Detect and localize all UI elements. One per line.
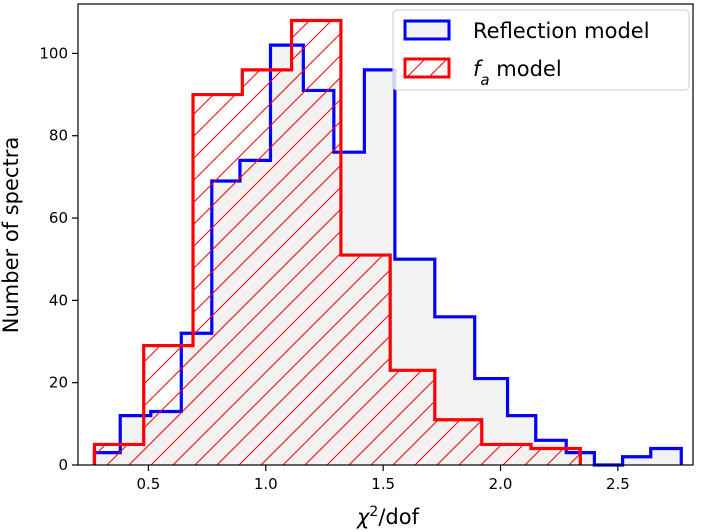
legend-box: [392, 9, 690, 91]
legend: Reflection model fa model: [392, 9, 690, 91]
y-tick-label: 20: [49, 374, 68, 392]
fa-hatch-area: [94, 20, 581, 465]
fa-bin-bar: [341, 255, 390, 465]
legend-swatch-reflection: [403, 19, 451, 41]
y-tick-label: 40: [49, 291, 68, 309]
x-tick-label: 1.5: [371, 475, 395, 493]
fa-bin-bar: [292, 20, 341, 465]
x-tick-label: 0.5: [136, 475, 160, 493]
histogram-bars: [92, 18, 683, 467]
plot-area: 0.5 1.0 1.5 2.0 2.5 0 20 40 60 80 100: [39, 3, 694, 493]
fa-bin-bar: [94, 444, 143, 465]
fa-bin-bar: [390, 370, 435, 465]
fa-bin-bar: [435, 420, 482, 465]
x-tick-label: 2.0: [489, 475, 513, 493]
y-axis-label: Number of spectra: [0, 137, 23, 333]
fa-bin-bar: [531, 449, 580, 465]
y-axis-ticks: 0 20 40 60 80 100: [39, 44, 78, 474]
fa-bin-bar: [242, 70, 291, 465]
y-tick-label: 0: [58, 456, 68, 474]
plot-frame: [77, 3, 694, 466]
fa-bin-bar: [144, 346, 193, 465]
x-axis-ticks: 0.5 1.0 1.5 2.0 2.5: [136, 465, 630, 493]
x-axis-label: χ2/dof: [356, 504, 420, 529]
fa-bin-bar: [482, 444, 531, 465]
reflection-bin-bar: [651, 449, 682, 465]
legend-swatch-fa: [403, 57, 451, 79]
y-tick-label: 80: [49, 127, 68, 145]
x-tick-label: 2.5: [606, 475, 630, 493]
legend-label-reflection: Reflection model: [473, 19, 650, 43]
x-tick-label: 1.0: [254, 475, 278, 493]
fa-outline: [92, 18, 582, 465]
fa-bin-bar: [193, 95, 242, 465]
y-tick-label: 100: [39, 44, 68, 62]
legend-label-fa: fa model: [473, 57, 562, 89]
y-tick-label: 60: [49, 209, 68, 227]
